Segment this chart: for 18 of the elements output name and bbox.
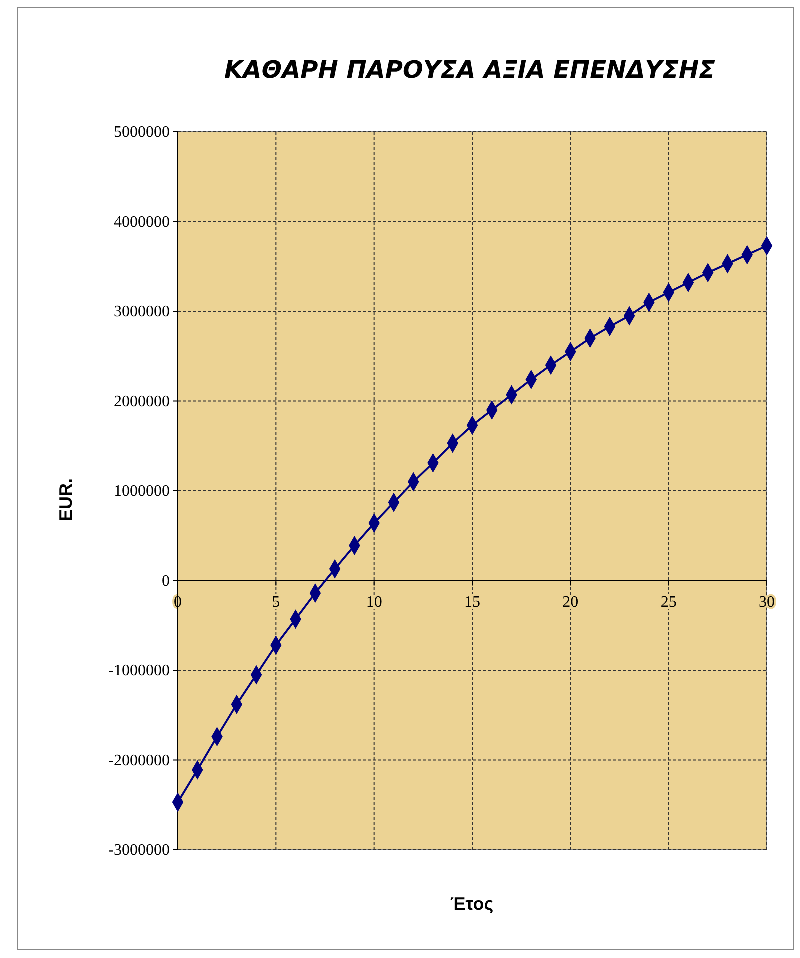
y-tick-label: 5000000 [114, 124, 170, 142]
x-tick-label: 30 [759, 594, 775, 612]
y-tick-label: 1000000 [114, 483, 170, 500]
x-tick-label: 10 [366, 594, 382, 612]
y-tick-label: -2000000 [108, 752, 170, 770]
y-tick-label: 2000000 [114, 393, 170, 410]
y-axis-title: EUR. [56, 478, 76, 522]
x-tick-label: 20 [562, 594, 579, 612]
x-tick-label: 25 [660, 594, 677, 612]
y-tick-label: -1000000 [108, 662, 170, 680]
y-tick-label: 4000000 [114, 214, 170, 231]
chart-title: ΚΑΘΑΡΗ ΠΑΡΟΥΣΑ ΑΞΙΑ ΕΠΕΝΔΥΣΗΣ [224, 56, 716, 84]
y-tick-label: 0 [162, 572, 170, 590]
x-tick-label: 5 [272, 594, 280, 612]
y-tick-label: 3000000 [114, 304, 170, 321]
x-tick-label: 15 [464, 594, 480, 612]
x-axis-title: Έτος [450, 894, 494, 914]
y-tick-label: -3000000 [108, 842, 170, 860]
